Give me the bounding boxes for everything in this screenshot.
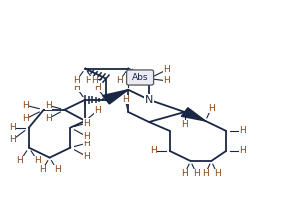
- Text: H: H: [94, 106, 100, 115]
- Text: H: H: [125, 73, 132, 82]
- Text: H: H: [85, 76, 91, 85]
- Text: H: H: [116, 76, 123, 85]
- Text: H: H: [94, 83, 100, 92]
- Text: H: H: [9, 123, 16, 132]
- Polygon shape: [181, 108, 205, 121]
- Text: H: H: [122, 95, 129, 104]
- Text: H: H: [239, 146, 246, 155]
- Text: H: H: [9, 135, 16, 144]
- Text: H: H: [45, 101, 52, 110]
- Text: H: H: [163, 76, 170, 85]
- Text: H: H: [91, 76, 97, 85]
- Text: H: H: [54, 165, 60, 174]
- Text: H: H: [45, 114, 52, 123]
- Text: H: H: [163, 65, 170, 74]
- Text: H: H: [17, 157, 23, 166]
- Text: H: H: [181, 169, 188, 178]
- Text: H: H: [208, 104, 215, 113]
- Text: H: H: [214, 169, 221, 178]
- FancyBboxPatch shape: [127, 70, 153, 85]
- Text: H: H: [83, 152, 90, 161]
- Text: H: H: [134, 76, 141, 85]
- Text: H: H: [73, 83, 80, 92]
- Text: H: H: [181, 120, 188, 129]
- Text: H: H: [83, 119, 90, 128]
- Text: H: H: [202, 169, 209, 178]
- Text: Abs: Abs: [132, 73, 148, 82]
- Text: N: N: [145, 95, 153, 105]
- Text: H: H: [23, 101, 29, 110]
- Text: H: H: [83, 139, 90, 148]
- Polygon shape: [103, 90, 128, 104]
- Text: H: H: [83, 132, 90, 141]
- Text: H: H: [39, 165, 46, 174]
- Text: H: H: [73, 76, 80, 85]
- Text: H: H: [23, 114, 29, 123]
- Text: H: H: [34, 157, 41, 166]
- Text: H: H: [150, 146, 157, 155]
- Text: H: H: [239, 126, 246, 136]
- Text: H: H: [193, 169, 200, 178]
